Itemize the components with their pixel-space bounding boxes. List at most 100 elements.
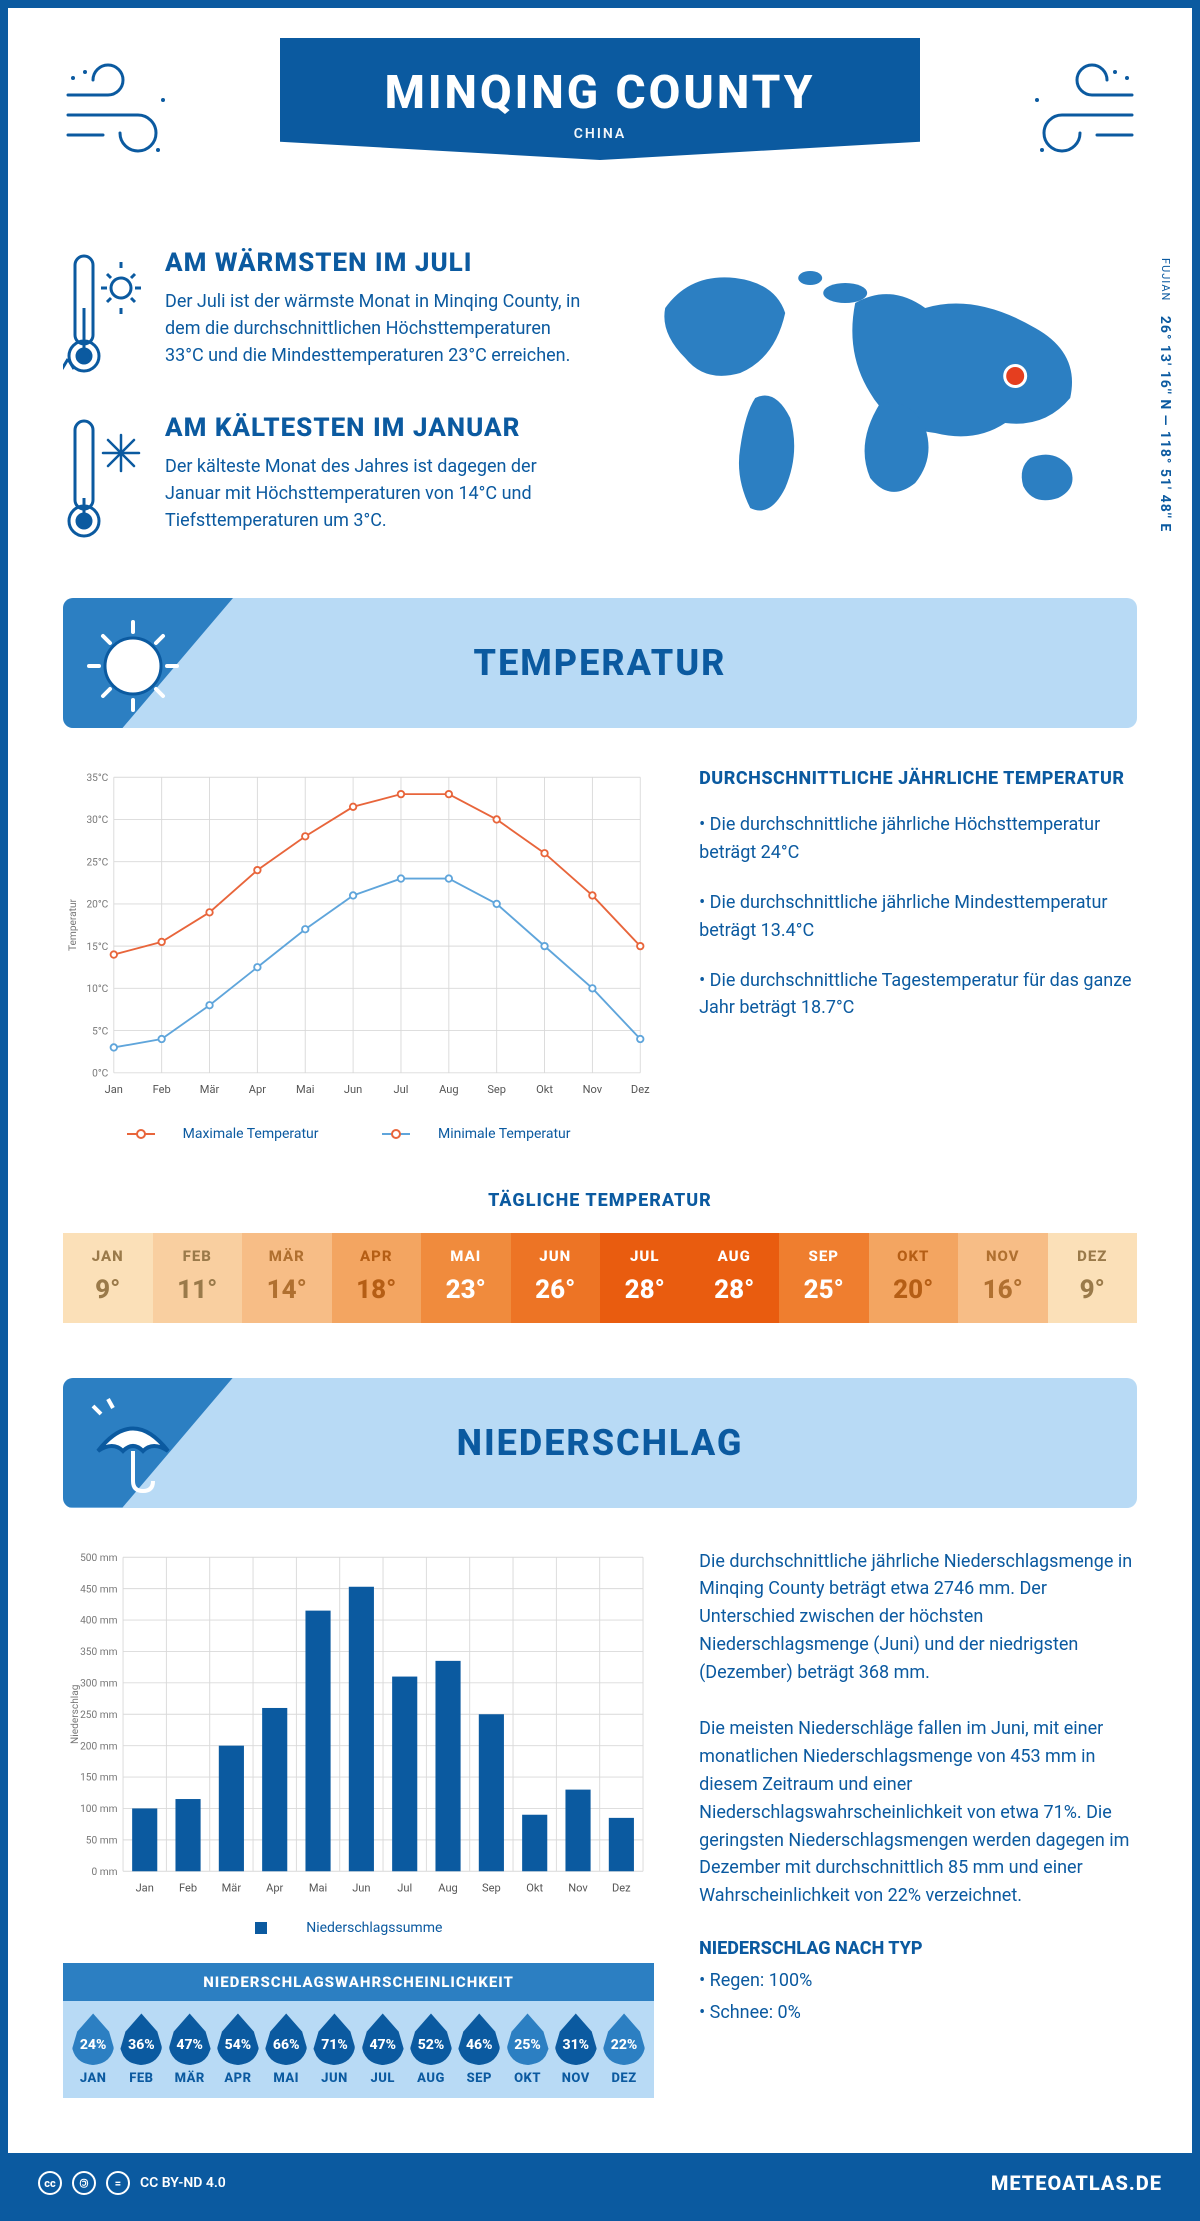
svg-text:Sep: Sep: [487, 1083, 506, 1096]
svg-text:Jun: Jun: [352, 1881, 370, 1894]
svg-text:Feb: Feb: [179, 1881, 197, 1894]
warmest-heading: AM WÄRMSTEN IM JULI: [165, 248, 593, 278]
wind-icon: [63, 60, 193, 170]
world-map-icon: [633, 248, 1137, 528]
header: MINQING COUNTY CHINA: [63, 38, 1137, 228]
precip-type-heading: NIEDERSCHLAG NACH TYP: [699, 1938, 1137, 1959]
temperature-summary: DURCHSCHNITTLICHE JÄHRLICHE TEMPERATUR •…: [699, 768, 1137, 1142]
region-label: FUJIAN: [1159, 258, 1172, 301]
precip-title: NIEDERSCHLAG: [457, 1422, 744, 1464]
svg-text:25°C: 25°C: [86, 857, 108, 868]
svg-text:100 mm: 100 mm: [80, 1804, 118, 1815]
daily-temp-cell: DEZ9°: [1048, 1233, 1138, 1323]
svg-text:Apr: Apr: [249, 1083, 266, 1096]
svg-text:Apr: Apr: [266, 1881, 283, 1894]
svg-text:450 mm: 450 mm: [80, 1584, 118, 1595]
warmest-block: AM WÄRMSTEN IM JULI Der Juli ist der wär…: [63, 248, 593, 378]
prob-title: NIEDERSCHLAGSWAHRSCHEINLICHKEIT: [63, 1963, 654, 2001]
thermometer-hot-icon: [63, 248, 143, 378]
svg-text:Dez: Dez: [631, 1083, 650, 1096]
temperature-section-header: TEMPERATUR: [63, 598, 1137, 728]
svg-text:Okt: Okt: [526, 1881, 543, 1894]
svg-text:Mär: Mär: [222, 1881, 242, 1894]
location-country: CHINA: [300, 126, 900, 142]
daily-temp-cell: AUG28°: [690, 1233, 780, 1323]
svg-text:35°C: 35°C: [86, 773, 108, 784]
title-banner: MINQING COUNTY CHINA: [280, 38, 920, 160]
svg-text:Mai: Mai: [309, 1881, 327, 1894]
precip-section-header: NIEDERSCHLAG: [63, 1378, 1137, 1508]
svg-text:Jan: Jan: [105, 1083, 123, 1096]
svg-text:Okt: Okt: [536, 1083, 553, 1096]
svg-text:0 mm: 0 mm: [91, 1866, 117, 1877]
prob-cell: 25%OKT: [503, 2013, 551, 2086]
svg-text:Nov: Nov: [583, 1083, 603, 1096]
daily-temp-cell: JAN9°: [63, 1233, 153, 1323]
precip-type-1: • Regen: 100%: [699, 1967, 1137, 1995]
temp-bullet-3: • Die durchschnittliche Tagestemperatur …: [699, 967, 1137, 1023]
legend-max: Maximale Temperatur: [183, 1126, 319, 1142]
svg-text:10°C: 10°C: [86, 984, 108, 995]
svg-text:400 mm: 400 mm: [80, 1615, 118, 1626]
svg-text:Mär: Mär: [200, 1083, 220, 1096]
svg-text:15°C: 15°C: [86, 942, 108, 953]
svg-text:Dez: Dez: [612, 1881, 631, 1894]
cc-icon: cc: [38, 2171, 62, 2195]
prob-cell: 66%MAI: [262, 2013, 310, 2086]
daily-temp-cell: JUL28°: [600, 1233, 690, 1323]
daily-temp-cell: NOV16°: [958, 1233, 1048, 1323]
svg-text:Niederschlag: Niederschlag: [70, 1684, 81, 1743]
prob-cell: 47%MÄR: [166, 2013, 214, 2086]
world-map-block: FUJIAN 26° 13' 16'' N — 118° 51' 48'' E: [633, 248, 1137, 578]
prob-cell: 46%SEP: [455, 2013, 503, 2086]
daily-temp-strip: JAN9°FEB11°MÄR14°APR18°MAI23°JUN26°JUL28…: [63, 1233, 1137, 1323]
by-icon: 🄯: [72, 2171, 96, 2195]
precip-type-2: • Schnee: 0%: [699, 1999, 1137, 2027]
daily-temp-cell: MAI23°: [421, 1233, 511, 1323]
prob-cell: 71%JUN: [310, 2013, 358, 2086]
coldest-body: Der kälteste Monat des Jahres ist dagege…: [165, 453, 593, 534]
prob-cell: 36%FEB: [117, 2013, 165, 2086]
svg-text:Nov: Nov: [568, 1881, 588, 1894]
svg-text:250 mm: 250 mm: [80, 1709, 118, 1720]
precip-chart: 0 mm50 mm100 mm150 mm200 mm250 mm300 mm3…: [63, 1548, 654, 1899]
svg-text:Jun: Jun: [344, 1083, 362, 1096]
coordinates: FUJIAN 26° 13' 16'' N — 118° 51' 48'' E: [1157, 258, 1173, 532]
svg-text:Aug: Aug: [439, 1083, 459, 1096]
page: MINQING COUNTY CHINA: [0, 0, 1200, 2221]
svg-text:5°C: 5°C: [92, 1026, 108, 1037]
precip-p2: Die meisten Niederschläge fallen im Juni…: [699, 1715, 1137, 1910]
wind-icon: [1007, 60, 1137, 170]
license-block: cc 🄯 = CC BY-ND 4.0: [38, 2171, 226, 2195]
location-title: MINQING COUNTY: [300, 66, 900, 120]
prob-cell: 22%DEZ: [600, 2013, 648, 2086]
coldest-heading: AM KÄLTESTEN IM JANUAR: [165, 413, 593, 443]
svg-text:Jan: Jan: [136, 1881, 154, 1894]
daily-temp-cell: MÄR14°: [242, 1233, 332, 1323]
svg-text:Jul: Jul: [394, 1083, 409, 1096]
brand: METEOATLAS.DE: [991, 2171, 1162, 2195]
prob-cell: 54%APR: [214, 2013, 262, 2086]
prob-cell: 47%JUL: [359, 2013, 407, 2086]
svg-text:350 mm: 350 mm: [80, 1647, 118, 1658]
daily-temp-cell: FEB11°: [153, 1233, 243, 1323]
daily-temp-cell: APR18°: [332, 1233, 422, 1323]
precip-legend-label: Niederschlagssumme: [306, 1920, 442, 1936]
daily-temp-cell: JUN26°: [511, 1233, 601, 1323]
nd-icon: =: [106, 2171, 130, 2195]
warmest-body: Der Juli ist der wärmste Monat in Minqin…: [165, 288, 593, 369]
svg-text:20°C: 20°C: [86, 900, 108, 911]
svg-text:Jul: Jul: [397, 1881, 412, 1894]
coords-value: 26° 13' 16'' N — 118° 51' 48'' E: [1157, 316, 1173, 532]
svg-text:Aug: Aug: [438, 1881, 458, 1894]
svg-text:Feb: Feb: [153, 1083, 171, 1096]
prob-cell: 52%AUG: [407, 2013, 455, 2086]
temp-bullet-1: • Die durchschnittliche jährliche Höchst…: [699, 811, 1137, 867]
umbrella-icon: [83, 1396, 183, 1496]
temperature-chart: 0°C5°C10°C15°C20°C25°C30°C35°CJanFebMärA…: [63, 768, 654, 1142]
temperature-title: TEMPERATUR: [474, 642, 727, 684]
daily-temp-title: TÄGLICHE TEMPERATUR: [63, 1190, 1137, 1211]
precip-summary: Die durchschnittliche jährliche Niedersc…: [699, 1548, 1137, 2099]
prob-cell: 31%NOV: [552, 2013, 600, 2086]
daily-temp-cell: SEP25°: [779, 1233, 869, 1323]
